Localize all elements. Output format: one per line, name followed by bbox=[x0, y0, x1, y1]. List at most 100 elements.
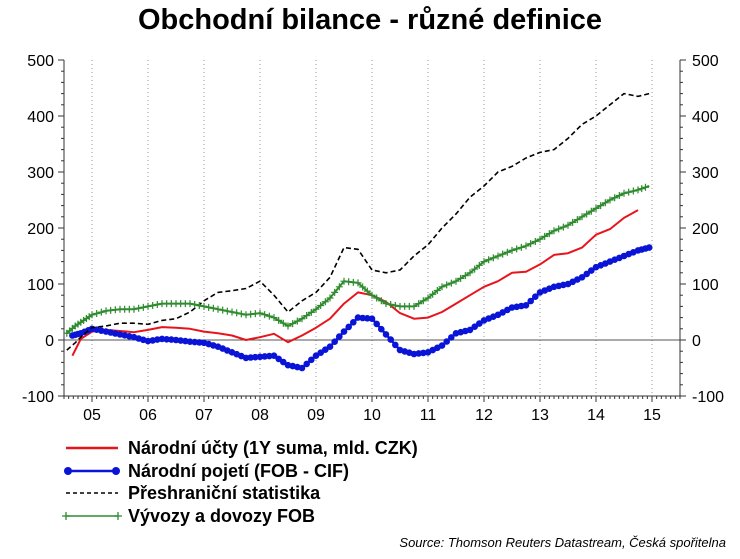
series-point-1 bbox=[336, 333, 343, 340]
series-point-3 bbox=[373, 294, 381, 302]
series-point-3 bbox=[424, 294, 432, 302]
series-point-1 bbox=[448, 334, 455, 341]
series-point-1 bbox=[345, 323, 353, 331]
series-point-3 bbox=[564, 221, 572, 229]
series-point-1 bbox=[368, 315, 376, 323]
y-tick-label-left: -100 bbox=[22, 389, 54, 406]
series-point-3 bbox=[144, 302, 152, 310]
series-point-3 bbox=[312, 305, 320, 313]
series-point-3 bbox=[545, 230, 553, 238]
y-tick-label-right: 100 bbox=[692, 277, 719, 294]
series-point-1 bbox=[527, 297, 534, 305]
y-tick-label-left: 300 bbox=[27, 165, 54, 182]
series-point-3 bbox=[522, 242, 530, 250]
series-line-0 bbox=[71, 209, 639, 357]
series-point-1 bbox=[331, 338, 339, 346]
series-point-3 bbox=[583, 210, 591, 218]
series-point-3 bbox=[363, 287, 371, 295]
series-point-3 bbox=[415, 300, 423, 308]
series-point-3 bbox=[354, 279, 362, 287]
series-point-1 bbox=[308, 356, 315, 364]
series-point-3 bbox=[550, 227, 558, 235]
series-point-3 bbox=[382, 300, 390, 308]
series-point-3 bbox=[466, 269, 474, 277]
series-point-1 bbox=[303, 360, 311, 368]
series-point-3 bbox=[638, 185, 646, 193]
x-tick-label: 11 bbox=[420, 407, 437, 424]
series-point-1 bbox=[373, 320, 381, 328]
series-point-3 bbox=[368, 291, 376, 299]
y-tick-label-right: 400 bbox=[692, 109, 719, 126]
series-point-1 bbox=[382, 331, 390, 338]
series-point-3 bbox=[265, 312, 273, 320]
series-point-3 bbox=[307, 308, 315, 316]
series-point-1 bbox=[466, 326, 474, 334]
series-point-3 bbox=[209, 304, 217, 312]
series-point-3 bbox=[606, 196, 614, 204]
source-note: Source: Thomson Reuters Datastream, Česk… bbox=[399, 535, 726, 550]
series-point-1 bbox=[387, 336, 395, 343]
series-point-3 bbox=[592, 204, 600, 212]
series-point-3 bbox=[219, 306, 227, 314]
series-point-3 bbox=[438, 283, 446, 291]
series-point-3 bbox=[634, 186, 642, 194]
series-point-1 bbox=[298, 364, 306, 372]
series-point-3 bbox=[513, 245, 521, 253]
series-point-1 bbox=[350, 319, 357, 326]
series-point-3 bbox=[317, 301, 325, 309]
series-point-3 bbox=[611, 194, 619, 202]
series-point-3 bbox=[331, 288, 339, 296]
y-tick-label-right: 500 bbox=[692, 53, 719, 70]
series-point-3 bbox=[88, 311, 96, 319]
series-point-3 bbox=[335, 283, 343, 291]
series-point-1 bbox=[280, 358, 287, 366]
y-tick-label-right: 200 bbox=[692, 221, 719, 238]
series-point-3 bbox=[601, 199, 609, 207]
series-point-3 bbox=[214, 305, 222, 313]
series-point-3 bbox=[303, 312, 311, 320]
series-point-3 bbox=[97, 308, 105, 316]
series-point-3 bbox=[391, 301, 399, 309]
series-point-3 bbox=[457, 274, 465, 282]
series-point-1 bbox=[322, 346, 329, 354]
y-tick-label-left: 0 bbox=[45, 333, 54, 350]
series-point-3 bbox=[233, 309, 241, 317]
series-point-1 bbox=[326, 343, 334, 351]
series-point-3 bbox=[475, 261, 483, 269]
series-point-1 bbox=[270, 352, 278, 360]
x-tick-label: 08 bbox=[251, 407, 269, 424]
series-point-3 bbox=[289, 320, 297, 328]
series-point-1 bbox=[583, 270, 590, 278]
y-tick-label-left: 200 bbox=[27, 221, 54, 238]
series-point-3 bbox=[573, 216, 581, 224]
series-point-3 bbox=[195, 301, 203, 309]
series-point-3 bbox=[321, 298, 329, 306]
series-point-3 bbox=[555, 225, 563, 233]
series-point-3 bbox=[228, 308, 236, 316]
y-tick-label-right: 0 bbox=[692, 333, 701, 350]
axes-layer bbox=[58, 59, 686, 402]
series-point-3 bbox=[531, 237, 539, 245]
series-point-3 bbox=[139, 303, 147, 311]
series-point-1 bbox=[578, 274, 586, 281]
series-point-3 bbox=[279, 319, 287, 327]
ticks-layer: -100 0 100 200 300 400 500 -100 0 100 200 300 400 500… bbox=[22, 53, 724, 424]
legend-label-vyvozy-dovozy: Vývozy a dovozy FOB bbox=[128, 505, 316, 526]
series-point-3 bbox=[293, 317, 301, 325]
legend-key-vyvozy-dovozy bbox=[62, 511, 122, 520]
series-point-3 bbox=[270, 314, 278, 322]
series-point-3 bbox=[499, 250, 507, 258]
y-tick-label-right: -100 bbox=[692, 389, 724, 406]
x-tick-label: 06 bbox=[139, 407, 157, 424]
series-point-3 bbox=[508, 246, 516, 254]
x-tick-label: 10 bbox=[363, 407, 381, 424]
series-point-3 bbox=[471, 265, 479, 273]
x-tick-label: 05 bbox=[83, 407, 101, 424]
series-point-3 bbox=[186, 300, 194, 308]
x-tick-label: 09 bbox=[307, 407, 325, 424]
series-point-3 bbox=[359, 283, 367, 291]
x-tick-label: 07 bbox=[195, 407, 213, 424]
series-point-3 bbox=[489, 254, 497, 262]
series-point-3 bbox=[480, 258, 488, 266]
